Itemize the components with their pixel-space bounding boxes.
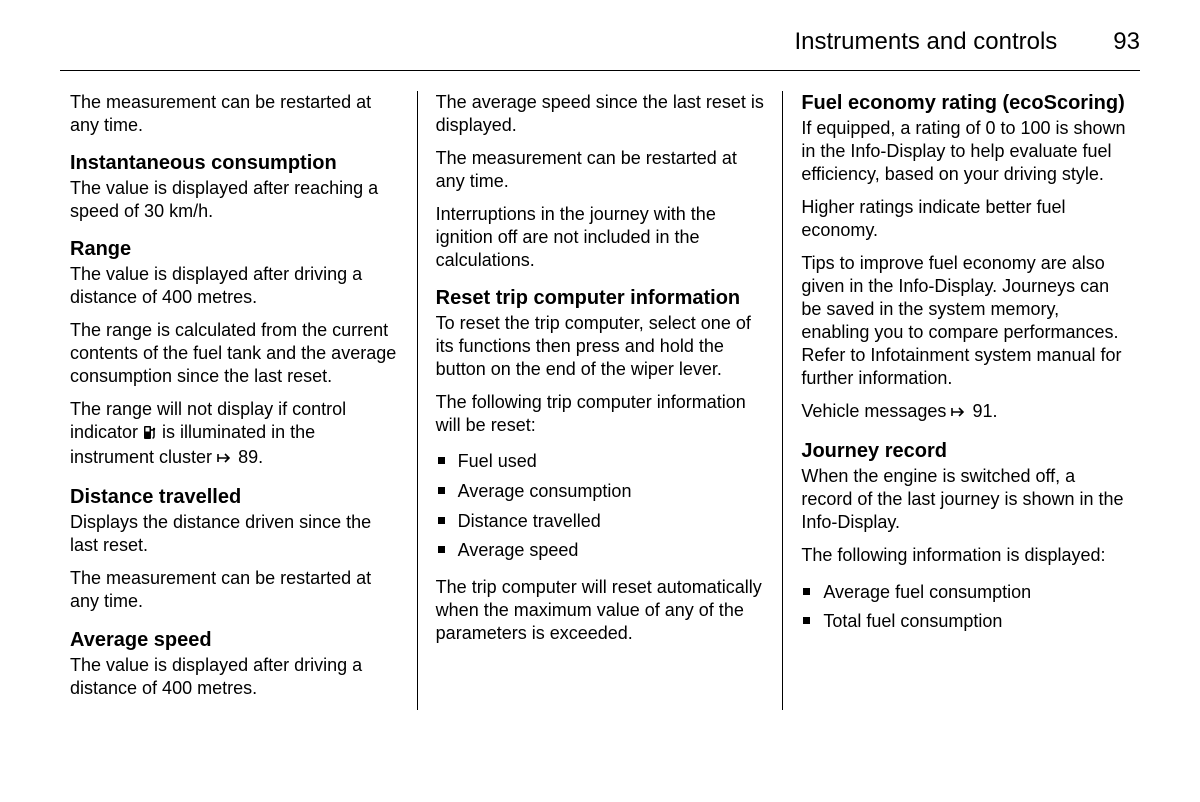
fuel-pump-icon bbox=[143, 423, 157, 446]
column-3: Fuel economy rating (ecoScoring) If equi… bbox=[782, 91, 1140, 710]
page-ref: 91. bbox=[972, 401, 997, 421]
page-ref: 89. bbox=[238, 447, 263, 467]
page-ref-arrow-icon bbox=[951, 402, 967, 425]
body-text: The value is displayed after driving a d… bbox=[70, 263, 399, 309]
body-text: Interruptions in the journey with the ig… bbox=[436, 203, 765, 272]
list-item: Distance travelled bbox=[436, 507, 765, 537]
body-text: Tips to improve fuel economy are also gi… bbox=[801, 252, 1130, 390]
page-header: Instruments and controls 93 bbox=[60, 28, 1140, 71]
subhead-reset: Reset trip computer information bbox=[436, 286, 765, 310]
reset-list: Fuel used Average consumption Distance t… bbox=[436, 447, 765, 566]
body-text: Higher ratings indicate better fuel econ… bbox=[801, 196, 1130, 242]
body-text: The value is displayed after reaching a … bbox=[70, 177, 399, 223]
body-text: The value is displayed after driving a d… bbox=[70, 654, 399, 700]
body-text: If equipped, a rating of 0 to 100 is sho… bbox=[801, 117, 1130, 186]
body-text: The following trip computer information … bbox=[436, 391, 765, 437]
body-text: The average speed since the last reset i… bbox=[436, 91, 765, 137]
text-fragment: Vehicle messages bbox=[801, 401, 951, 421]
page-ref-arrow-icon bbox=[217, 448, 233, 471]
list-item: Average consumption bbox=[436, 477, 765, 507]
column-2: The average speed since the last reset i… bbox=[417, 91, 783, 710]
body-text: The measurement can be restarted at any … bbox=[70, 567, 399, 613]
body-text: When the engine is switched off, a recor… bbox=[801, 465, 1130, 534]
body-text: The measurement can be restarted at any … bbox=[70, 91, 399, 137]
list-item: Total fuel consumption bbox=[801, 607, 1130, 637]
body-text: The trip computer will reset automatical… bbox=[436, 576, 765, 645]
subhead-avg-speed: Average speed bbox=[70, 628, 399, 652]
list-item: Average speed bbox=[436, 536, 765, 566]
subhead-distance: Distance travelled bbox=[70, 485, 399, 509]
subhead-ecoscoring: Fuel economy rating (ecoScoring) bbox=[801, 91, 1130, 115]
subhead-journey: Journey record bbox=[801, 439, 1130, 463]
page-number: 93 bbox=[1113, 28, 1140, 56]
column-1: The measurement can be restarted at any … bbox=[60, 91, 417, 710]
body-text-with-icons: The range will not display if control in… bbox=[70, 398, 399, 471]
content-columns: The measurement can be restarted at any … bbox=[60, 91, 1140, 710]
body-text: Displays the distance driven since the l… bbox=[70, 511, 399, 557]
body-text-with-icons: Vehicle messages 91. bbox=[801, 400, 1130, 425]
header-title: Instruments and controls bbox=[795, 28, 1058, 56]
body-text: The measurement can be restarted at any … bbox=[436, 147, 765, 193]
subhead-instantaneous: Instantaneous consumption bbox=[70, 151, 399, 175]
journey-list: Average fuel consumption Total fuel cons… bbox=[801, 578, 1130, 637]
body-text: To reset the trip computer, select one o… bbox=[436, 312, 765, 381]
subhead-range: Range bbox=[70, 237, 399, 261]
body-text: The following information is displayed: bbox=[801, 544, 1130, 567]
list-item: Fuel used bbox=[436, 447, 765, 477]
list-item: Average fuel consumption bbox=[801, 578, 1130, 608]
body-text: The range is calculated from the current… bbox=[70, 319, 399, 388]
